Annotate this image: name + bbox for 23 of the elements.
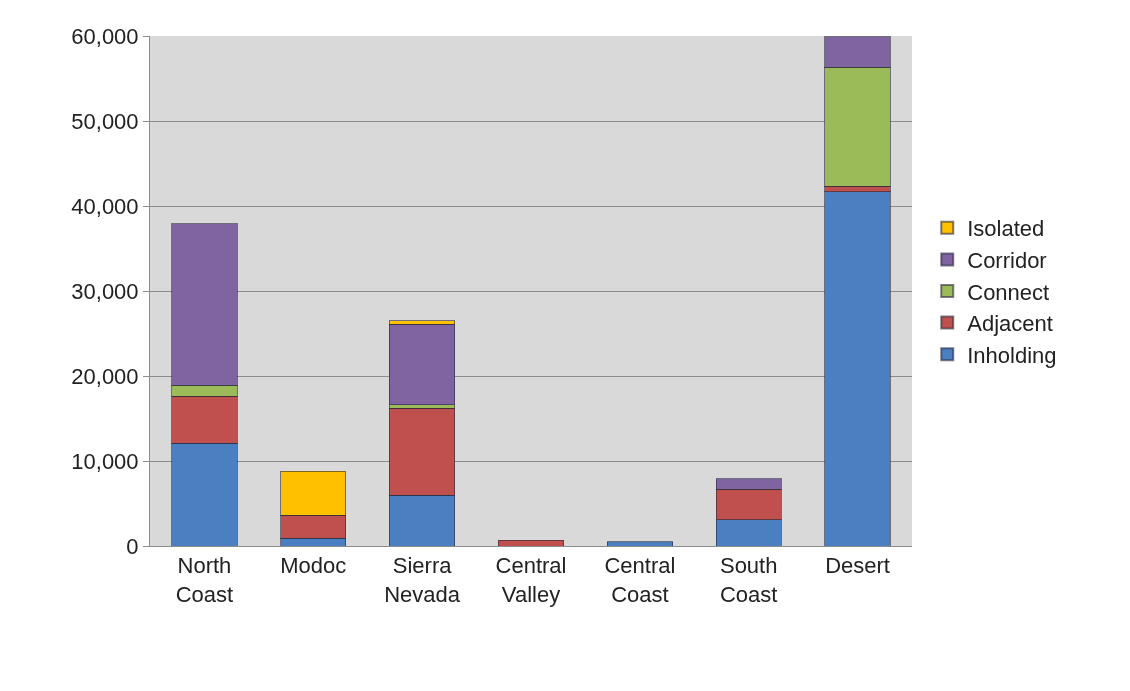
x-tick-label: North Coast (175, 553, 234, 607)
x-tick-label: Central Coast (604, 553, 676, 607)
x-tick-label: Sierra Nevada (384, 553, 461, 607)
legend-label: Connect (967, 279, 1050, 305)
y-tick-label: 20,000 (71, 363, 139, 389)
legend-label: Inholding (967, 342, 1057, 368)
x-tick-label: Central Valley (495, 553, 567, 607)
legend-label: Corridor (967, 247, 1047, 273)
legend-label: Isolated (967, 216, 1045, 242)
bar (824, 191, 891, 546)
y-tick-label: 10,000 (71, 448, 139, 474)
x-tick-label: Modoc (280, 553, 347, 579)
bar (497, 539, 565, 546)
bar (606, 541, 674, 546)
y-tick-label: 50,000 (71, 108, 139, 134)
y-tick-label: 30,000 (71, 278, 139, 304)
legend-label: Adjacent (967, 311, 1053, 337)
y-tick-label: 0 (126, 533, 139, 559)
x-tick-label: Desert (825, 553, 890, 579)
bar (388, 323, 456, 406)
y-tick-label: 40,000 (71, 193, 139, 219)
x-tick-label: South Coast (719, 553, 778, 607)
y-tick-label: 60,000 (71, 23, 139, 49)
